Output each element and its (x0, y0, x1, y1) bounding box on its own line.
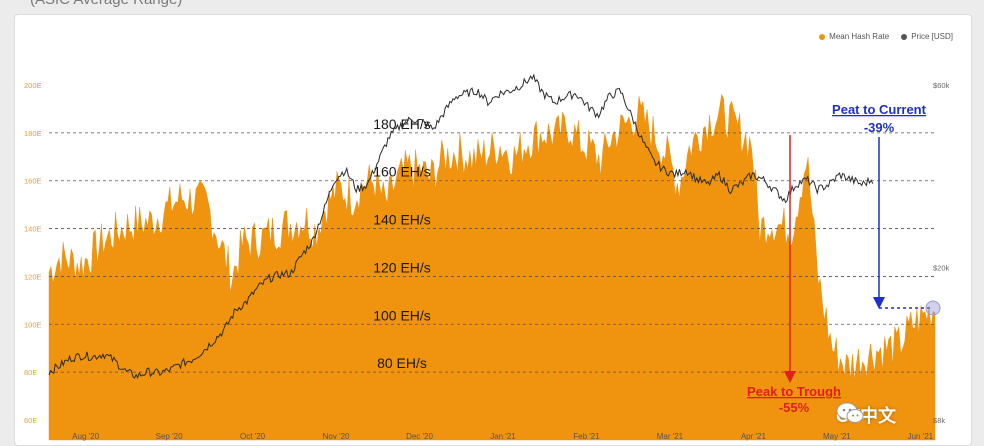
x-axis-tick: Apr '21 (741, 432, 767, 441)
legend-price-label: Price [USD] (911, 32, 953, 41)
legend-hash-label: Mean Hash Rate (829, 32, 890, 41)
reference-label: 160 EH/s (373, 164, 431, 180)
left-axis-tick: 140E (24, 225, 42, 234)
chart-title-fragment: (ASIC Average Range) (30, 0, 182, 8)
x-axis-tick: Sep '20 (156, 432, 183, 441)
right-axis-tick: $8k (933, 416, 945, 425)
peak-current-label: Peat to Current (832, 102, 927, 117)
reference-label: 80 EH/s (377, 355, 427, 371)
price-line (48, 73, 874, 379)
peak-current-value: -39% (864, 120, 895, 135)
left-axis-tick: 60E (24, 416, 37, 425)
peak-trough-label: Peak to Trough (747, 384, 841, 399)
hash-rate-chart: 180 EH/s 160 EH/s 140 EH/s 120 EH/s 100 EH/s… (24, 73, 950, 441)
x-axis-tick: May '21 (823, 432, 851, 441)
chart-panel: 180 EH/s 160 EH/s 140 EH/s 120 EH/s 100 EH/s… (14, 14, 972, 446)
x-axis-tick: Dec '20 (406, 432, 433, 441)
x-axis-tick: Oct '20 (240, 432, 266, 441)
reference-label: 120 EH/s (373, 259, 431, 275)
x-axis-tick: Mar '21 (657, 432, 684, 441)
title-strip: (ASIC Average Range) (0, 0, 984, 12)
right-axis-tick: $60k (933, 81, 950, 90)
current-point-marker (925, 300, 941, 316)
legend-hash-swatch (819, 33, 826, 40)
left-axis-tick: 100E (24, 320, 42, 329)
x-axis-tick: Aug '20 (72, 432, 99, 441)
legend-item-price: Price [USD] (901, 32, 953, 41)
wechat-icon (836, 402, 864, 423)
left-axis-tick: 180E (24, 129, 42, 138)
reference-label: 140 EH/s (373, 212, 431, 228)
x-axis-tick: Feb '21 (573, 432, 600, 441)
x-axis-tick: Nov '20 (323, 432, 350, 441)
legend: Mean Hash Rate Price [USD] (819, 32, 953, 41)
reference-label: 180 EH/s (373, 116, 431, 132)
right-axis-tick: $20k (933, 264, 950, 273)
reference-label: 100 EH/s (373, 307, 431, 323)
left-axis-tick: 120E (24, 272, 42, 281)
x-axis-tick: Jan '21 (490, 432, 516, 441)
x-axis-tick: Jun '21 (908, 432, 934, 441)
legend-item-hash: Mean Hash Rate (819, 32, 889, 41)
watermark: CT中文 (836, 402, 896, 428)
left-axis-tick: 80E (24, 368, 37, 377)
peak-trough-value: -55% (779, 400, 810, 415)
legend-price-swatch (901, 33, 908, 40)
left-axis-tick: 200E (24, 81, 42, 90)
left-axis-tick: 160E (24, 177, 42, 186)
